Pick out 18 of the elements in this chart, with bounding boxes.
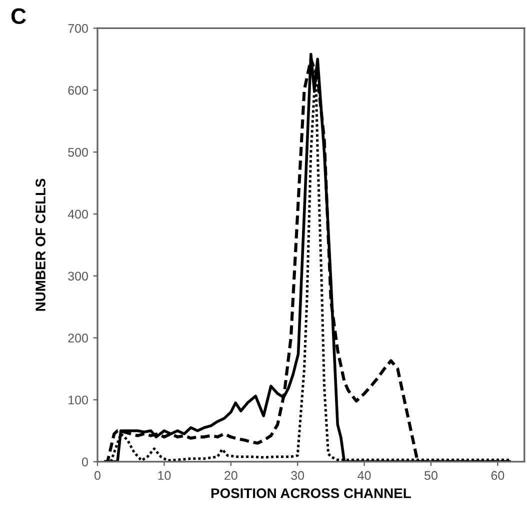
y-axis-title: NUMBER OF CELLS <box>36 178 46 311</box>
x-tick-label: 30 <box>291 471 304 480</box>
x-tick-label: 40 <box>358 471 371 480</box>
y-tick-label: 400 <box>68 210 88 219</box>
text: C <box>11 8 26 24</box>
y-tick-label: 200 <box>68 334 88 342</box>
x-tick-label: 50 <box>424 471 438 480</box>
x-tick-label: 0 <box>94 471 100 480</box>
y-tick-label: 600 <box>68 86 88 95</box>
y-tick-label: 500 <box>68 148 88 157</box>
y-tick-label: 0 <box>82 458 88 466</box>
y-tick-label: 100 <box>68 396 88 404</box>
x-tick-label: 20 <box>224 471 238 480</box>
x-axis-title: POSITION ACROSS CHANNEL <box>211 488 411 498</box>
y-tick-label: 700 <box>68 24 88 33</box>
y-tick-label: 300 <box>68 272 88 281</box>
x-tick-label: 60 <box>491 471 504 480</box>
x-tick-label: 10 <box>158 471 171 480</box>
